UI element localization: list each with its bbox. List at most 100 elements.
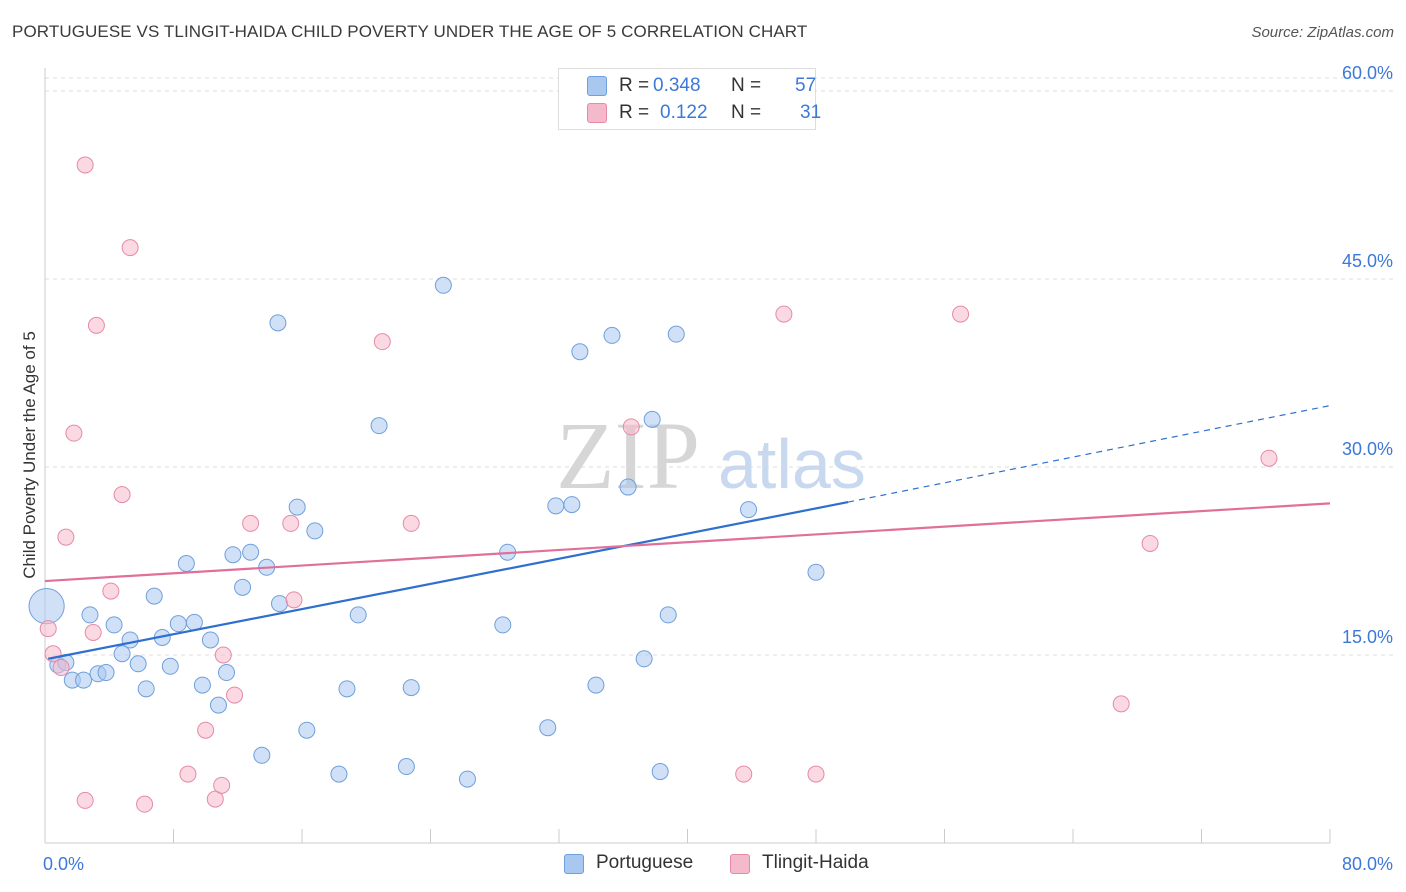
point-portuguese bbox=[169, 615, 187, 633]
x-tick-label: 80.0% bbox=[1342, 854, 1393, 874]
point-portuguese bbox=[494, 616, 512, 634]
point-portuguese bbox=[402, 679, 420, 697]
point-portuguese bbox=[349, 606, 367, 624]
y-tick-label: 30.0% bbox=[1342, 439, 1393, 459]
point-portuguese bbox=[81, 606, 99, 624]
point-portuguese bbox=[224, 546, 242, 564]
series-tlingit-haida-points bbox=[39, 156, 1278, 813]
trend-line-portuguese bbox=[48, 501, 849, 660]
point-portuguese bbox=[563, 496, 581, 514]
point-portuguese bbox=[643, 410, 661, 428]
point-tlingit-haida bbox=[52, 659, 70, 677]
point-tlingit-haida bbox=[1112, 695, 1130, 713]
y-tick-label: 60.0% bbox=[1342, 63, 1393, 83]
point-tlingit-haida bbox=[87, 316, 105, 334]
point-tlingit-haida bbox=[1141, 534, 1159, 552]
point-tlingit-haida bbox=[65, 424, 83, 442]
point-portuguese bbox=[338, 680, 356, 698]
point-portuguese bbox=[659, 606, 677, 624]
legend-label-portuguese: Portuguese bbox=[596, 852, 694, 873]
point-portuguese bbox=[218, 664, 236, 682]
point-portuguese bbox=[97, 664, 115, 682]
point-portuguese bbox=[269, 314, 287, 332]
point-portuguese bbox=[651, 763, 669, 781]
legend-n-value: 57 bbox=[795, 75, 817, 96]
point-portuguese bbox=[193, 676, 211, 694]
point-portuguese bbox=[145, 587, 163, 605]
point-portuguese bbox=[397, 758, 415, 776]
point-tlingit-haida bbox=[213, 776, 231, 794]
point-tlingit-haida bbox=[282, 514, 300, 532]
point-portuguese bbox=[667, 325, 685, 343]
point-tlingit-haida bbox=[1260, 449, 1278, 467]
legend-n-label: N = bbox=[731, 102, 762, 123]
point-portuguese bbox=[288, 498, 306, 516]
point-tlingit-haida bbox=[121, 239, 139, 257]
legend-r-value: 0.348 bbox=[653, 75, 701, 96]
point-tlingit-haida bbox=[102, 582, 120, 600]
point-portuguese bbox=[619, 478, 637, 496]
point-portuguese bbox=[539, 719, 557, 737]
point-portuguese bbox=[271, 595, 289, 613]
point-portuguese bbox=[161, 657, 179, 675]
axes bbox=[44, 68, 1331, 844]
y-tick-label: 45.0% bbox=[1342, 251, 1393, 271]
point-tlingit-haida bbox=[39, 620, 57, 638]
point-tlingit-haida bbox=[226, 686, 244, 704]
source-label: Source: ZipAtlas.com bbox=[1251, 24, 1394, 41]
point-tlingit-haida bbox=[179, 765, 197, 783]
legend-swatch-blue bbox=[587, 76, 607, 96]
point-tlingit-haida bbox=[214, 646, 232, 664]
tick-labels: 15.0% 30.0% 45.0% 60.0% 0.0% 80.0% bbox=[43, 63, 1393, 874]
point-tlingit-haida bbox=[807, 765, 825, 783]
watermark-atlas: atlas bbox=[718, 425, 866, 503]
series-portuguese-points bbox=[28, 276, 825, 788]
trend-line-tlingit-haida bbox=[44, 502, 1331, 583]
point-tlingit-haida bbox=[285, 591, 303, 609]
point-portuguese bbox=[370, 417, 388, 435]
legend-r-label: R = bbox=[619, 102, 650, 123]
legend-n-label: N = bbox=[731, 75, 762, 96]
point-portuguese bbox=[330, 765, 348, 783]
point-portuguese bbox=[807, 563, 825, 581]
legend-r-label: R = bbox=[619, 75, 650, 96]
legend-swatch-pink bbox=[730, 854, 750, 874]
point-tlingit-haida bbox=[373, 333, 391, 351]
point-portuguese bbox=[113, 645, 131, 663]
point-tlingit-haida bbox=[197, 721, 215, 739]
point-tlingit-haida bbox=[402, 514, 420, 532]
point-portuguese bbox=[547, 497, 565, 515]
legend-stats: R = 0.348 N = 57 R = 0.122 N = 31 bbox=[558, 68, 821, 130]
point-portuguese bbox=[121, 631, 139, 649]
point-portuguese bbox=[740, 501, 758, 519]
point-tlingit-haida bbox=[622, 418, 640, 436]
point-portuguese bbox=[209, 696, 227, 714]
trend-line-portuguese-extension bbox=[848, 404, 1331, 503]
legend-r-value: 0.122 bbox=[660, 102, 708, 123]
point-tlingit-haida bbox=[952, 305, 970, 323]
point-portuguese bbox=[306, 522, 324, 540]
point-portuguese bbox=[298, 721, 316, 739]
point-portuguese bbox=[28, 588, 65, 625]
point-tlingit-haida bbox=[242, 514, 260, 532]
x-tick-label: 0.0% bbox=[43, 854, 84, 874]
point-portuguese bbox=[635, 650, 653, 668]
trend-lines bbox=[44, 404, 1331, 660]
point-portuguese bbox=[603, 326, 621, 344]
point-portuguese bbox=[571, 343, 589, 361]
point-portuguese bbox=[234, 578, 252, 596]
point-tlingit-haida bbox=[44, 645, 62, 663]
chart-title: PORTUGUESE VS TLINGIT-HAIDA CHILD POVERT… bbox=[12, 22, 808, 41]
watermark: ZIP atlas bbox=[556, 402, 866, 509]
point-portuguese bbox=[75, 671, 93, 689]
point-portuguese bbox=[458, 770, 476, 788]
point-portuguese bbox=[177, 555, 195, 573]
point-portuguese bbox=[253, 746, 271, 764]
point-tlingit-haida bbox=[775, 305, 793, 323]
y-tick-label: 15.0% bbox=[1342, 627, 1393, 647]
point-tlingit-haida bbox=[206, 790, 224, 808]
point-tlingit-haida bbox=[57, 528, 75, 546]
legend-swatch-blue bbox=[564, 854, 584, 874]
point-portuguese bbox=[129, 655, 147, 673]
